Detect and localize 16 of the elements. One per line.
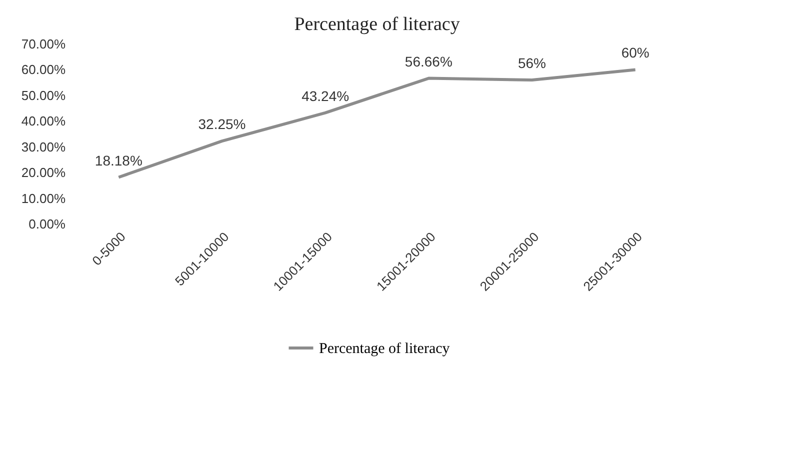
data-label: 18.18% (94, 152, 142, 168)
y-tick-label: 70.00% (21, 36, 66, 52)
y-tick-label: 60.00% (21, 62, 66, 78)
y-tick-label: 20.00% (21, 165, 66, 180)
y-tick-label: 0.00% (28, 216, 66, 232)
data-label: 60% (621, 44, 650, 61)
data-label: 56% (518, 55, 546, 71)
y-tick-label: 50.00% (21, 88, 66, 103)
legend-label: Percentage of literacy (319, 341, 450, 357)
y-tick-label: 40.00% (21, 114, 66, 129)
data-label: 32.25% (198, 116, 246, 132)
data-label: 43.24% (302, 88, 350, 104)
data-label: 56.66% (404, 53, 452, 70)
y-tick-label: 30.00% (21, 139, 66, 154)
chart-title: Percentage of literacy (294, 14, 460, 35)
y-tick-label: 10.00% (21, 190, 66, 206)
